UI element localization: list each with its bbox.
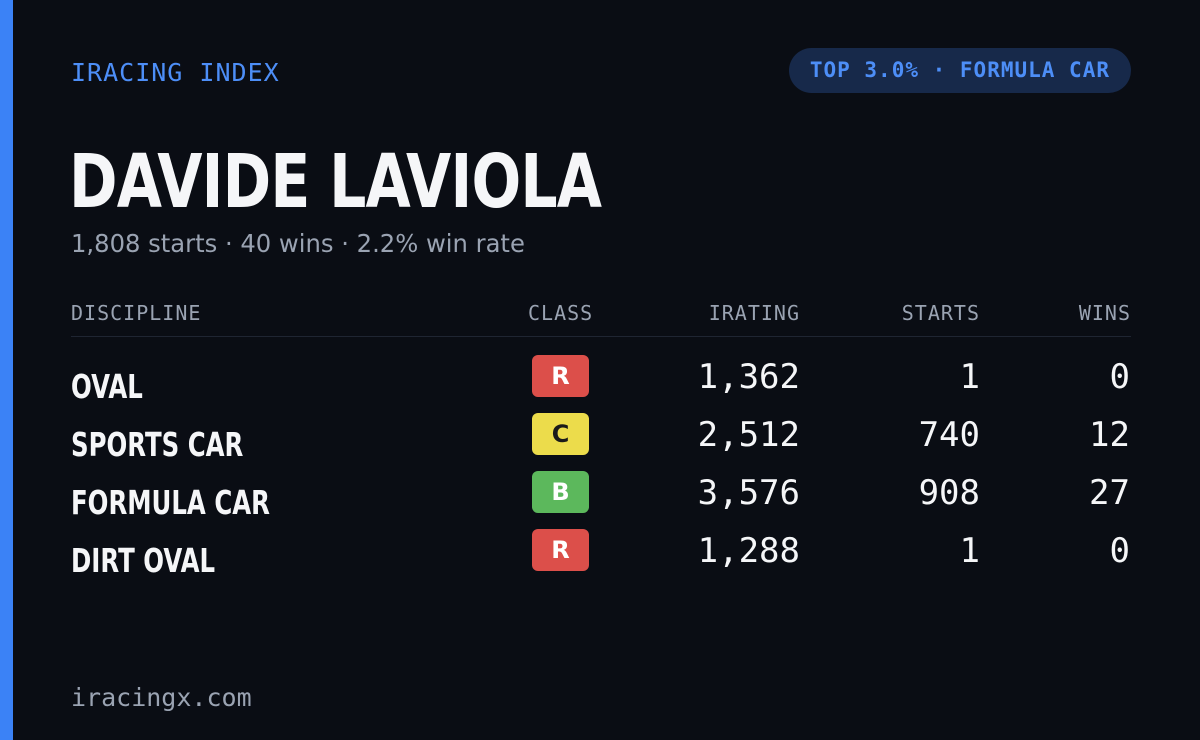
wins-value: 0 <box>1109 531 1130 571</box>
class-badge: C <box>532 413 589 455</box>
wins-value: 27 <box>1089 473 1130 513</box>
wins-value: 12 <box>1089 415 1130 455</box>
career-summary: 1,808 starts · 40 wins · 2.2% win rate <box>71 229 525 258</box>
irating-value: 1,362 <box>697 357 800 397</box>
header-discipline: DISCIPLINE <box>71 301 202 325</box>
class-badge: B <box>532 471 589 513</box>
starts-value: 1 <box>959 531 980 571</box>
starts-value: 1 <box>959 357 980 397</box>
discipline-name: DIRT OVAL <box>71 541 216 580</box>
header-irating: IRATING <box>708 301 800 325</box>
header-starts: STARTS <box>901 301 980 325</box>
irating-value: 2,512 <box>697 415 800 455</box>
site-url: iracingx.com <box>71 683 252 712</box>
irating-value: 1,288 <box>697 531 800 571</box>
driver-name: DAVIDE LAVIOLA <box>69 139 602 225</box>
class-badge: R <box>532 355 589 397</box>
header-wins: WINS <box>1078 301 1131 325</box>
rank-badge: TOP 3.0% · FORMULA CAR <box>788 48 1131 93</box>
table-row: SPORTS CAR C 2,512 740 12 <box>71 411 1131 469</box>
class-badge: R <box>532 529 589 571</box>
starts-value: 740 <box>918 415 980 455</box>
table-header: DISCIPLINE CLASS IRATING STARTS WINS <box>71 296 1131 337</box>
table-row: FORMULA CAR B 3,576 908 27 <box>71 469 1131 527</box>
accent-bar <box>0 0 13 740</box>
irating-value: 3,576 <box>697 473 800 513</box>
discipline-table: DISCIPLINE CLASS IRATING STARTS WINS OVA… <box>71 296 1131 585</box>
table-row: OVAL R 1,362 1 0 <box>71 353 1131 411</box>
starts-value: 908 <box>918 473 980 513</box>
table-body: OVAL R 1,362 1 0 SPORTS CAR C 2,512 740 … <box>71 337 1131 585</box>
discipline-name: FORMULA CAR <box>71 483 270 522</box>
discipline-name: SPORTS CAR <box>71 425 244 464</box>
table-row: DIRT OVAL R 1,288 1 0 <box>71 527 1131 585</box>
wins-value: 0 <box>1109 357 1130 397</box>
discipline-name: OVAL <box>71 367 143 406</box>
brand-label: IRACING INDEX <box>71 58 280 87</box>
header-class: CLASS <box>528 301 594 325</box>
